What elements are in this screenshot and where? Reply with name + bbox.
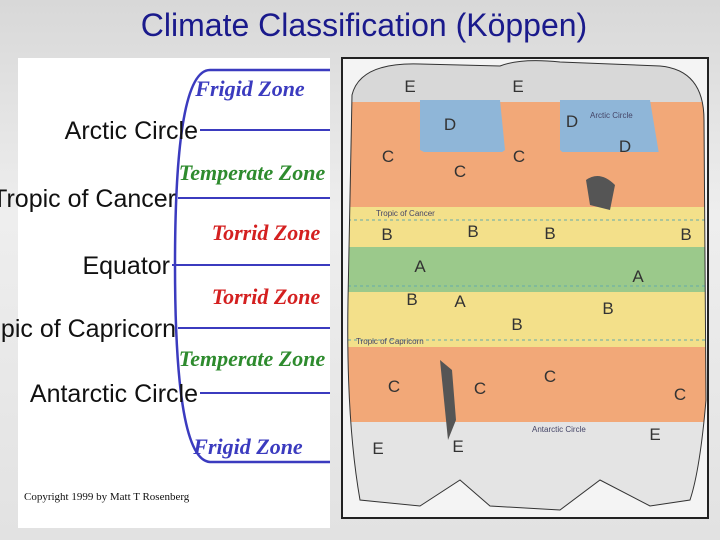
climate-letter: D <box>619 137 631 156</box>
map-outline <box>347 60 707 511</box>
climate-map: Arctic Circle Tropic of Cancer Tropic of C… <box>347 60 706 511</box>
latitude-label: Tropic of Cancer <box>0 185 176 213</box>
climate-letter: A <box>632 267 644 286</box>
climate-letter: C <box>544 367 556 386</box>
latitude-label: Tropic of Capricorn <box>0 315 176 343</box>
land-highlight <box>440 176 615 440</box>
band-e <box>347 60 706 102</box>
map-line-label: Arctic Circle <box>590 111 633 120</box>
latitude-label: Arctic Circle <box>65 117 198 145</box>
climate-letter: D <box>444 115 456 134</box>
band-e-south <box>347 422 706 511</box>
zone-label: Temperate Zone <box>179 346 326 371</box>
climate-letter: A <box>414 257 426 276</box>
climate-letter: C <box>382 147 394 166</box>
map-line-label: Tropic of Capricorn <box>356 337 424 346</box>
climate-letter: B <box>511 315 522 334</box>
climate-letter: D <box>566 112 578 131</box>
climate-letter: E <box>649 425 660 444</box>
climate-letter: E <box>404 77 415 96</box>
zones-diagram: Arctic Circle Tropic of Cancer Equator Trop… <box>0 68 330 503</box>
climate-letter: A <box>454 292 466 311</box>
climate-letter: B <box>602 299 613 318</box>
band-c <box>347 152 706 207</box>
zone-label: Frigid Zone <box>192 434 303 459</box>
climate-letter: B <box>381 225 392 244</box>
band-a <box>347 247 706 292</box>
climate-letter: C <box>513 147 525 166</box>
climate-letter: E <box>512 77 523 96</box>
climate-letter: B <box>680 225 691 244</box>
climate-letter: B <box>406 290 417 309</box>
climate-letter: E <box>452 437 463 456</box>
zone-label: Torrid Zone <box>212 284 321 309</box>
band-c-south <box>347 347 706 422</box>
climate-letter: E <box>372 439 383 458</box>
band-b-south <box>347 292 706 347</box>
climate-letter: C <box>474 379 486 398</box>
map-line-label: Tropic of Cancer <box>376 209 435 218</box>
climate-letter: B <box>467 222 478 241</box>
climate-letter: C <box>388 377 400 396</box>
latitude-label: Antarctic Circle <box>30 380 198 408</box>
map-line-label: Antarctic Circle <box>532 425 586 434</box>
latitude-label: Equator <box>82 252 170 280</box>
climate-letter: C <box>454 162 466 181</box>
climate-letter: C <box>674 385 686 404</box>
slide-title: Climate Classification (Köppen) <box>141 7 587 43</box>
zone-label: Torrid Zone <box>212 220 321 245</box>
band-b-north <box>347 207 706 247</box>
climate-letter: B <box>544 224 555 243</box>
zone-label: Temperate Zone <box>179 160 326 185</box>
copyright: Copyright 1999 by Matt T Rosenberg <box>24 491 190 503</box>
zone-label: Frigid Zone <box>194 76 305 101</box>
